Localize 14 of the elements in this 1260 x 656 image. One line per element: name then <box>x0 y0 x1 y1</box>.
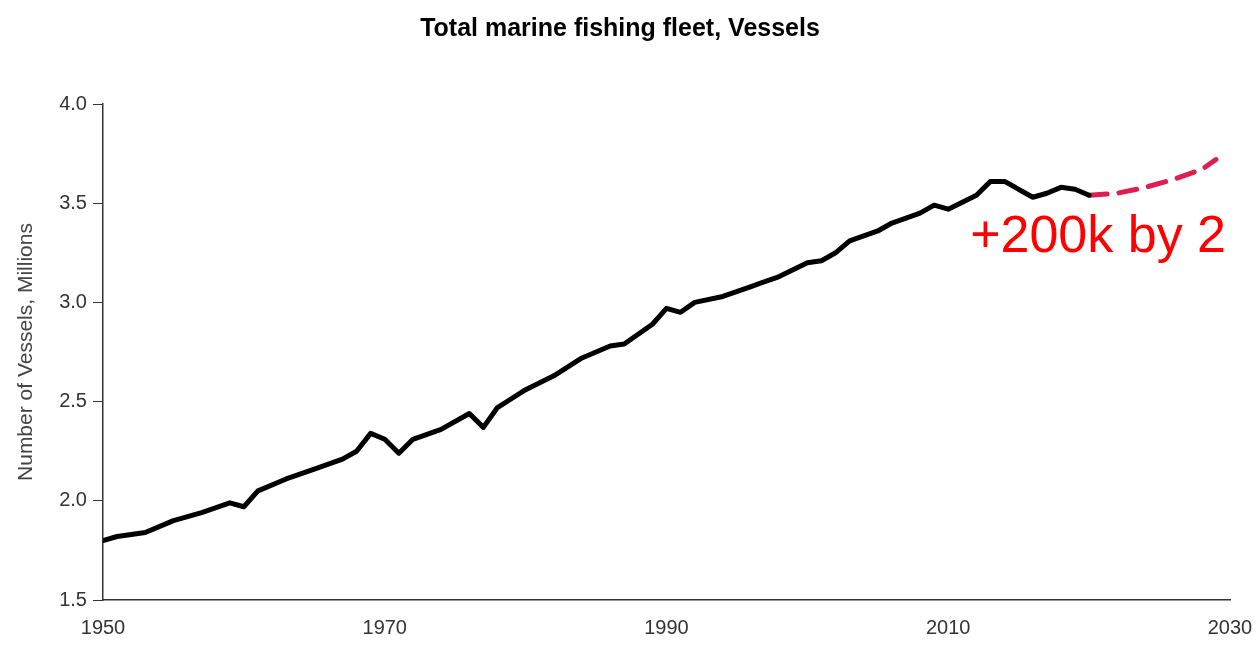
x-tick-label: 2030 <box>1207 615 1253 638</box>
y-tick-label: 1.5 <box>59 587 87 610</box>
chart-title: Total marine fishing fleet, Vessels <box>420 12 820 41</box>
x-tick-label: 1950 <box>80 615 126 638</box>
y-tick-label: 3.5 <box>59 190 87 213</box>
x-tick-label: 1970 <box>362 615 407 638</box>
y-axis-title: Number of Vessels, Millions <box>13 223 37 481</box>
y-tick-label: 2.5 <box>59 389 87 412</box>
x-tick-label: 1990 <box>644 615 689 638</box>
x-tick-label: 2010 <box>926 615 971 638</box>
annotation: +200k by 2 <box>970 205 1227 263</box>
y-tick-label: 4.0 <box>59 91 87 114</box>
y-tick-label: 2.0 <box>59 488 87 511</box>
y-tick-label: 3.0 <box>59 289 87 312</box>
